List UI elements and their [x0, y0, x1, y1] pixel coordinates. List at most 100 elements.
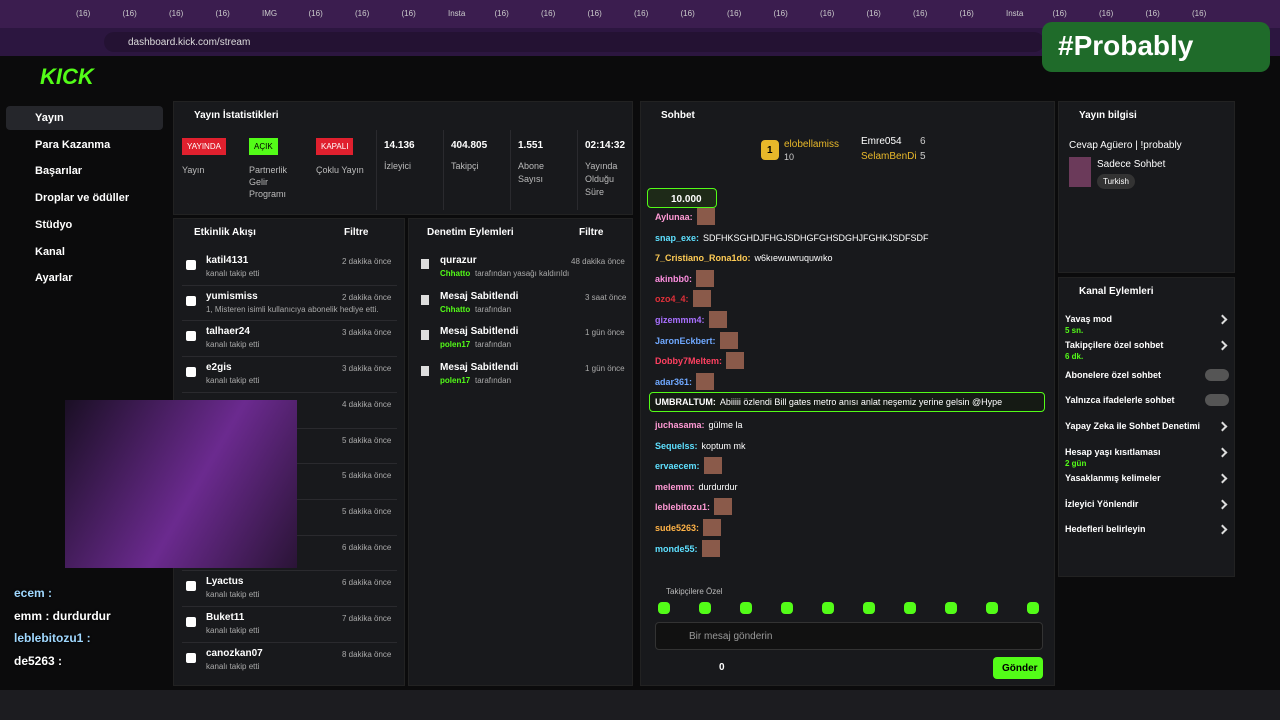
action-label[interactable]: Yapay Zeka ile Sohbet Denetimi	[1065, 421, 1201, 432]
chat-panel: Sohbet 10.000 Takipçilere Özel Bir mesaj…	[640, 101, 1055, 686]
url-field[interactable]	[104, 32, 1044, 52]
send-button[interactable]	[993, 657, 1043, 679]
tab-title: (16)	[355, 9, 370, 18]
nav-item[interactable]: Başarılar	[35, 165, 83, 178]
emote-button[interactable]	[699, 602, 711, 614]
emote-button[interactable]	[781, 602, 793, 614]
filter-button[interactable]: Filtre	[579, 227, 604, 238]
metric-divider	[510, 130, 511, 210]
tab-title: (16)	[169, 9, 184, 18]
metric-label: Takipçi	[451, 161, 479, 171]
chevron[interactable]	[1217, 499, 1228, 510]
heart-icon	[186, 295, 196, 306]
toggle[interactable]	[1205, 368, 1229, 381]
activity-detail: kanalı takip etti	[206, 626, 260, 635]
chat-user: JaronEckbert:	[655, 335, 716, 346]
emote-button[interactable]	[986, 602, 998, 614]
emote	[701, 539, 720, 557]
metric-label: İzleyici	[384, 161, 412, 171]
nav-item[interactable]: Ayarlar	[35, 272, 73, 285]
metric-value: 1.551	[518, 140, 544, 151]
chevron[interactable]	[1217, 473, 1228, 484]
chevron[interactable]	[1217, 421, 1228, 432]
action-label[interactable]: Yavaş mod	[1065, 314, 1113, 324]
action-actor: Chhatto	[440, 269, 471, 278]
action-icon	[421, 259, 429, 269]
nav-item[interactable]: Yayın	[35, 112, 64, 124]
activity-time: 4 dakika önce	[342, 399, 392, 409]
chevron[interactable]	[1217, 314, 1228, 325]
nav-item[interactable]: Stüdyo	[35, 218, 73, 231]
panel-title: Yayın İstatistikleri	[194, 110, 279, 121]
activity-time: 5 dakika önce	[342, 506, 392, 516]
leader-name: SelamBenDi	[861, 151, 917, 162]
emote-button[interactable]	[863, 602, 875, 614]
action-label[interactable]: Yasaklanmış kelimeler	[1065, 472, 1161, 483]
toggle[interactable]	[1205, 394, 1229, 407]
emote-button[interactable]	[658, 602, 670, 614]
chat-user: sude5263:	[655, 523, 700, 533]
leader-count: 5	[920, 151, 926, 162]
leader-count: 6	[920, 136, 926, 147]
divider	[182, 284, 397, 286]
action-detail: tarafından yasağı kaldırıldı	[475, 269, 570, 278]
emote-button[interactable]	[904, 602, 916, 614]
chevron[interactable]	[1217, 524, 1228, 535]
chevron[interactable]	[1217, 340, 1228, 351]
emote-button[interactable]	[740, 602, 752, 614]
action-label[interactable]: Takipçilere özel sohbet	[1065, 339, 1164, 350]
overlay-badge	[1042, 22, 1270, 72]
emote-button[interactable]	[945, 602, 957, 614]
leader-count: 10	[784, 152, 795, 162]
action-label[interactable]: Yalnızca ifadelerle sohbet	[1065, 395, 1175, 406]
tab-title: (16)	[401, 9, 416, 18]
emote-button[interactable]	[822, 602, 834, 614]
filter-button[interactable]: Filtre	[344, 227, 369, 238]
action-title: Mesaj Sabitlendi	[440, 362, 519, 374]
activity-time: 6 dakika önce	[342, 542, 392, 552]
rank: 1	[767, 145, 773, 156]
activity-time: 5 dakika önce	[342, 471, 392, 481]
action-icon	[421, 366, 429, 377]
activity-detail: kanalı takip etti	[206, 340, 260, 350]
overlay-chat-line: emm : durdurdur	[14, 608, 111, 623]
overlay-chat-line: ecem :	[14, 586, 53, 600]
chat-user: ervaecem:	[655, 461, 700, 472]
heart-icon	[186, 331, 196, 342]
action-label[interactable]: Hedefleri belirleyin	[1065, 524, 1146, 535]
activity-user: Lyactus	[206, 576, 244, 588]
action-label[interactable]: Hesap yaşı kısıtlaması	[1065, 447, 1161, 457]
nav-item[interactable]: Droplar ve ödüller	[35, 192, 130, 205]
nav-item[interactable]: Kanal	[35, 245, 65, 258]
chat-user: snap_exe:	[655, 232, 700, 243]
action-label[interactable]: Abonelere özel sohbet	[1065, 369, 1162, 380]
tab-title: (16)	[773, 9, 788, 18]
panel-title: Sohbet	[661, 110, 695, 121]
activity-detail: kanalı takip etti	[206, 269, 260, 278]
status-label: Çoklu Yayın	[316, 165, 364, 175]
nav-item[interactable]: Para Kazanma	[35, 138, 111, 151]
chevron[interactable]	[1217, 447, 1228, 458]
tab-title: (16)	[959, 9, 974, 18]
metric-value: 404.805	[451, 140, 488, 151]
overlay-chat-line: de5263 :	[14, 653, 63, 668]
chat-text: Abiiiii özlendi Bill gates metro anısı a…	[719, 397, 1003, 408]
action-label[interactable]: İzleyici Yönlendir	[1065, 498, 1139, 509]
divider	[182, 356, 397, 358]
chat-user: akinbb0:	[655, 273, 693, 284]
chat-user: Aylunaa:	[655, 212, 693, 222]
chat-placeholder: Bir mesaj gönderin	[689, 631, 773, 642]
chat-input[interactable]	[655, 622, 1043, 650]
action-time: 1 gün önce	[585, 364, 625, 374]
chat-user: melemm:	[655, 481, 695, 492]
logo[interactable]: KICK	[40, 64, 94, 89]
category-thumb	[1069, 157, 1091, 187]
chat-user: juchasama:	[655, 420, 705, 430]
emote-button[interactable]	[1027, 602, 1039, 614]
tab-title: (16)	[1192, 9, 1207, 18]
tab-title: Insta	[1006, 9, 1024, 18]
pinned-goal[interactable]	[647, 188, 717, 208]
divider	[182, 320, 397, 322]
taskbar	[0, 690, 1280, 720]
panel-title: Denetim Eylemleri	[427, 227, 514, 238]
